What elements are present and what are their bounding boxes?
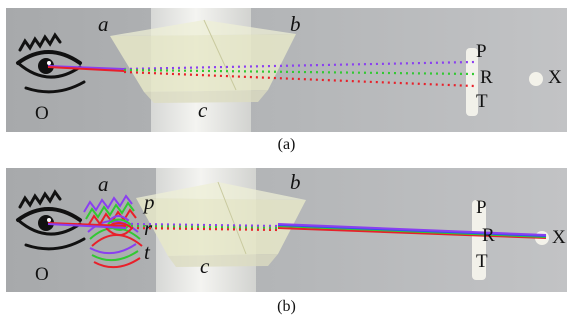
scene-b — [6, 168, 567, 292]
label-observer: O — [35, 103, 49, 124]
label-prism-right: b — [290, 170, 301, 194]
rays-a — [47, 60, 475, 88]
caption-a: (a) — [277, 136, 296, 153]
target-card — [472, 200, 486, 280]
prism-edge — [217, 181, 247, 255]
ray-solid-purple — [47, 65, 125, 70]
label-target-bottom: T — [476, 251, 488, 272]
prism-base — [168, 254, 278, 267]
ray-dotted-red — [123, 70, 475, 88]
label-prism-bottom: c — [200, 254, 210, 278]
ray-solid-purple — [47, 223, 127, 229]
label-prism-left: a — [98, 12, 109, 36]
label-target-top: P — [476, 197, 487, 218]
label-target-mid: R — [480, 67, 493, 88]
ray-dotted-purple — [123, 60, 475, 71]
label-prism-right: b — [290, 12, 301, 36]
label-target-bottom: T — [476, 91, 488, 112]
label-image-mid: r — [144, 216, 153, 240]
scene-a — [6, 8, 567, 132]
rays-b — [47, 222, 547, 239]
ray-dotted-green — [123, 68, 475, 76]
virtual-eye-images — [83, 194, 143, 269]
prism-base — [144, 90, 268, 103]
light-source — [529, 72, 543, 86]
label-source: X — [552, 227, 566, 248]
label-image-bottom: t — [144, 240, 150, 264]
target-card — [466, 48, 478, 116]
label-observer: O — [35, 264, 49, 285]
label-target-mid: R — [482, 225, 495, 246]
ray-solid-red-out — [277, 227, 547, 239]
prism-top — [110, 20, 296, 36]
label-source: X — [548, 67, 562, 88]
label-prism-bottom: c — [198, 98, 208, 122]
ray-dotted-green — [130, 224, 279, 230]
photo-panel-b: O a b c p r t P R T X — [6, 168, 567, 292]
ray-solid-red — [47, 222, 127, 227]
label-target-top: P — [476, 41, 487, 62]
caption-b: (b) — [277, 298, 296, 315]
ray-solid-purple-out — [277, 223, 547, 236]
photo-panel-a: O a b c P R T X — [6, 8, 567, 132]
ray-solid-red — [47, 66, 125, 72]
label-image-top: p — [144, 190, 155, 214]
eye-icon — [16, 189, 86, 251]
ray-dotted-red — [130, 226, 279, 232]
prism-edge — [203, 19, 237, 91]
label-prism-left: a — [98, 172, 109, 196]
eye-icon — [16, 32, 86, 94]
prism — [110, 34, 296, 92]
ray-dotted-purple — [130, 222, 279, 228]
